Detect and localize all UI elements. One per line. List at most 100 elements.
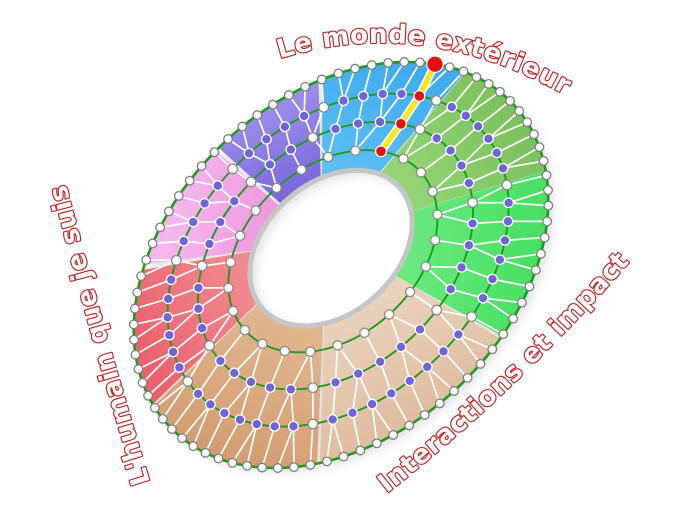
- graph-node[interactable]: [212, 180, 224, 192]
- graph-node[interactable]: [300, 81, 311, 92]
- graph-node[interactable]: [204, 398, 216, 410]
- graph-node[interactable]: [257, 462, 268, 473]
- graph-node[interactable]: [184, 175, 195, 186]
- graph-node[interactable]: [130, 349, 141, 360]
- graph-node[interactable]: [497, 162, 509, 174]
- graph-node[interactable]: [257, 338, 268, 350]
- graph-node[interactable]: [431, 132, 443, 144]
- graph-node[interactable]: [414, 123, 426, 135]
- graph-node[interactable]: [541, 170, 552, 181]
- graph-node[interactable]: [177, 433, 188, 444]
- graph-node[interactable]: [260, 133, 272, 145]
- graph-node[interactable]: [129, 334, 139, 345]
- graph-node[interactable]: [429, 234, 441, 246]
- graph-node[interactable]: [267, 99, 278, 110]
- graph-node[interactable]: [318, 101, 330, 113]
- graph-node[interactable]: [524, 281, 535, 292]
- graph-node[interactable]: [535, 248, 546, 259]
- graph-node[interactable]: [487, 344, 498, 355]
- graph-node[interactable]: [136, 271, 147, 282]
- graph-node[interactable]: [494, 254, 506, 266]
- graph-node[interactable]: [196, 260, 208, 272]
- graph-node[interactable]: [404, 286, 416, 298]
- graph-node[interactable]: [542, 216, 553, 227]
- highlight-node[interactable]: [394, 117, 407, 130]
- graph-node[interactable]: [414, 323, 426, 335]
- graph-node[interactable]: [445, 283, 457, 295]
- graph-node[interactable]: [539, 232, 550, 243]
- graph-node[interactable]: [288, 462, 299, 473]
- graph-node[interactable]: [398, 153, 409, 164]
- graph-node[interactable]: [163, 206, 174, 217]
- graph-node[interactable]: [200, 447, 211, 458]
- graph-node[interactable]: [366, 60, 377, 71]
- graph-node[interactable]: [458, 66, 469, 77]
- graph-node[interactable]: [223, 134, 233, 144]
- graph-node[interactable]: [505, 95, 516, 106]
- graph-node[interactable]: [264, 159, 276, 170]
- graph-node[interactable]: [166, 424, 177, 435]
- sector-wedge-green[interactable]: [393, 171, 549, 337]
- graph-node[interactable]: [279, 121, 291, 133]
- graph-node[interactable]: [269, 420, 281, 432]
- graph-node[interactable]: [147, 238, 158, 249]
- graph-node[interactable]: [149, 402, 160, 413]
- graph-node[interactable]: [404, 420, 415, 431]
- sector-wedge-light-tan[interactable]: [320, 274, 501, 463]
- graph-node[interactable]: [434, 398, 445, 409]
- graph-node[interactable]: [482, 133, 494, 145]
- graph-node[interactable]: [296, 164, 307, 175]
- graph-node[interactable]: [452, 329, 464, 340]
- graph-node[interactable]: [388, 429, 399, 440]
- graph-node[interactable]: [307, 382, 319, 394]
- graph-node[interactable]: [170, 254, 182, 266]
- graph-node[interactable]: [467, 197, 479, 209]
- graph-node[interactable]: [462, 372, 473, 383]
- graph-node[interactable]: [477, 292, 489, 304]
- graph-node[interactable]: [377, 88, 389, 100]
- graph-node[interactable]: [414, 57, 425, 68]
- graph-node[interactable]: [214, 216, 226, 228]
- graph-node[interactable]: [133, 364, 144, 375]
- graph-node[interactable]: [327, 414, 339, 425]
- graph-node[interactable]: [494, 86, 505, 97]
- graph-node[interactable]: [430, 95, 442, 106]
- graph-node[interactable]: [239, 324, 251, 336]
- graph-node[interactable]: [129, 303, 140, 314]
- graph-node[interactable]: [396, 88, 407, 100]
- graph-node[interactable]: [483, 78, 494, 89]
- graph-node[interactable]: [243, 147, 255, 159]
- graph-node[interactable]: [338, 95, 349, 107]
- graph-node[interactable]: [501, 179, 513, 191]
- graph-node[interactable]: [228, 367, 240, 379]
- graph-node[interactable]: [173, 190, 184, 201]
- graph-node[interactable]: [182, 375, 194, 387]
- graph-node[interactable]: [528, 129, 539, 140]
- graph-node[interactable]: [137, 377, 148, 388]
- graph-node[interactable]: [272, 463, 283, 473]
- graph-node[interactable]: [227, 163, 239, 175]
- graph-node[interactable]: [438, 345, 449, 357]
- graph-node[interactable]: [192, 388, 204, 400]
- graph-node[interactable]: [192, 303, 204, 315]
- graph-node[interactable]: [475, 358, 486, 369]
- graph-node[interactable]: [333, 68, 344, 79]
- graph-node[interactable]: [330, 123, 341, 135]
- graph-node[interactable]: [283, 90, 294, 101]
- graph-node[interactable]: [155, 222, 166, 233]
- graph-node[interactable]: [543, 200, 554, 211]
- graph-node[interactable]: [307, 132, 319, 144]
- graph-node[interactable]: [285, 383, 297, 395]
- graph-node[interactable]: [366, 398, 378, 410]
- graph-node[interactable]: [491, 147, 503, 159]
- graph-node[interactable]: [332, 340, 343, 351]
- graph-node[interactable]: [350, 145, 361, 156]
- graph-node[interactable]: [499, 234, 511, 246]
- graph-node[interactable]: [463, 239, 475, 251]
- graph-node[interactable]: [374, 356, 386, 368]
- graph-node[interactable]: [204, 340, 215, 352]
- highlight-path[interactable]: [376, 59, 440, 156]
- graph-node[interactable]: [218, 407, 230, 419]
- highlight-node[interactable]: [375, 145, 388, 158]
- graph-node[interactable]: [141, 254, 152, 265]
